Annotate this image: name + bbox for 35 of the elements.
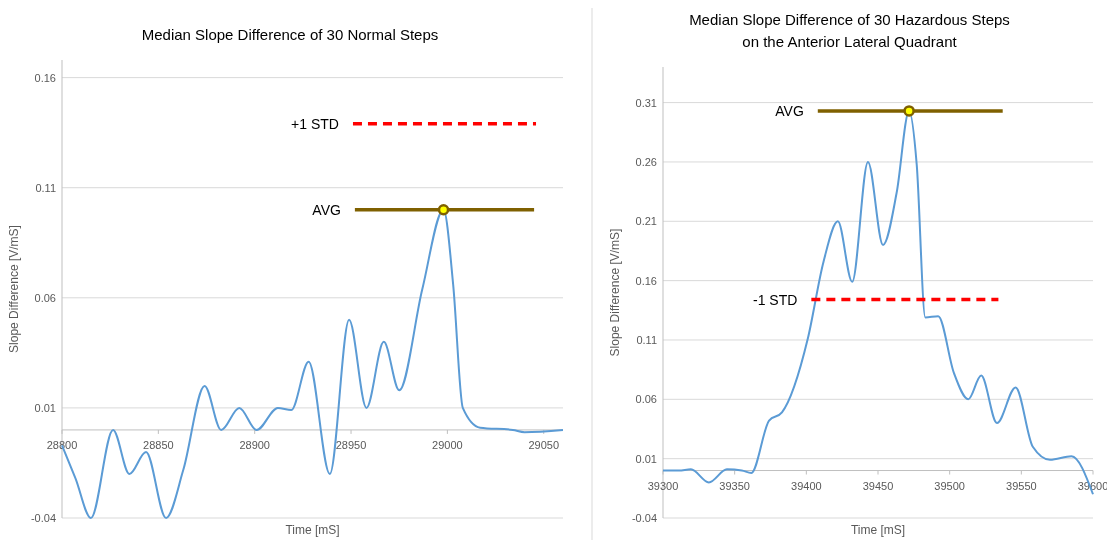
- chart-title: Median Slope Difference of 30 Normal Steps: [141, 26, 439, 43]
- x-tick-label: 39450: [862, 479, 894, 492]
- x-tick-label: 39500: [934, 479, 965, 492]
- y-tick-label: 0.01: [34, 401, 56, 414]
- x-tick-label: 28800: [46, 438, 78, 451]
- y-tick-label: 0.26: [635, 155, 657, 168]
- y-tick-label: 0.11: [636, 333, 657, 346]
- x-axis-title: Time [mS]: [850, 523, 906, 537]
- y-tick-label: -0.04: [631, 512, 657, 524]
- y-axis-title: Slope Difference [V/mS]: [7, 225, 21, 353]
- x-tick-label: 28900: [239, 438, 270, 451]
- y-tick-label: 0.06: [635, 393, 657, 406]
- x-tick-label: 39350: [719, 479, 750, 492]
- y-tick-label: -0.04: [30, 512, 56, 524]
- x-tick-label: 39550: [1006, 479, 1037, 492]
- series-label: +1 STD: [291, 115, 339, 132]
- x-tick-label: 39400: [791, 479, 822, 492]
- y-tick-label: 0.16: [34, 71, 56, 84]
- y-axis-title: Slope Difference [V/mS]: [608, 228, 622, 357]
- series-label: -1 STD: [753, 291, 798, 308]
- y-tick-label: 0.11: [35, 181, 56, 194]
- x-tick-label: 29050: [528, 438, 560, 451]
- x-axis-title: Time [mS]: [285, 523, 340, 537]
- y-tick-label: 0.06: [34, 291, 56, 304]
- x-tick-label: 29000: [432, 438, 463, 451]
- chart-title: Median Slope Difference of 30 Hazardous Steps on the Anterior Lateral Quadrant: [689, 11, 1010, 50]
- x-tick-label: 39300: [647, 479, 679, 492]
- y-tick-label: 0.31: [635, 96, 657, 109]
- x-tick-label: 28950: [335, 438, 367, 451]
- y-tick-label: 0.01: [635, 452, 657, 465]
- series-label: AVG: [775, 102, 804, 119]
- series-label: AVG: [312, 201, 341, 218]
- y-tick-label: 0.21: [635, 215, 657, 228]
- y-tick-label: 0.16: [635, 274, 657, 287]
- x-tick-label: 28850: [143, 438, 174, 451]
